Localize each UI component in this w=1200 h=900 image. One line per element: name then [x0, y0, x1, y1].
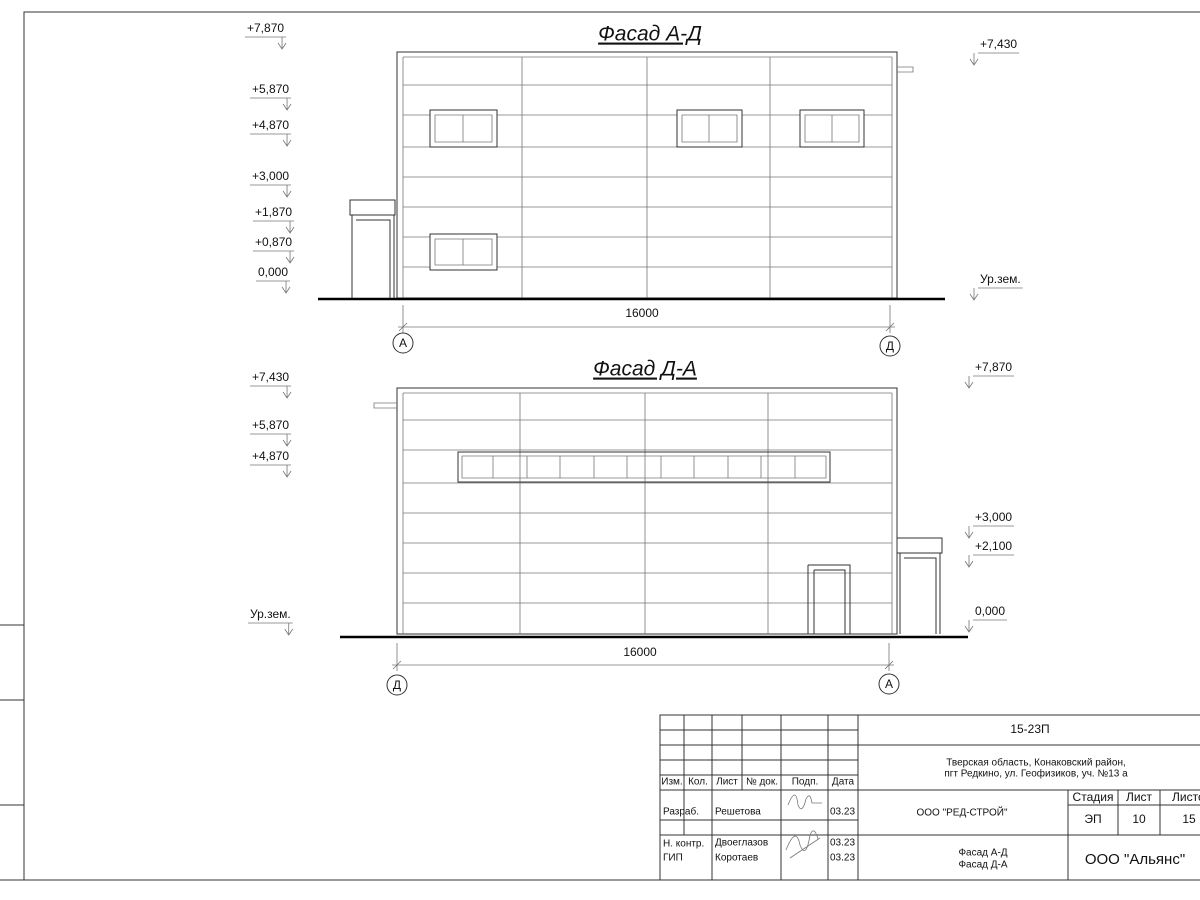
- axis-bubble: [386, 674, 408, 696]
- door: [807, 564, 851, 634]
- level-mark: +7,430: [980, 37, 1017, 51]
- name-cell: Решетова: [715, 807, 761, 818]
- date-cell: 03.23: [830, 807, 855, 818]
- address-line: пгт Редкино, ул. Геофизиков, уч. №13 а: [944, 768, 1128, 780]
- panel-lines: [373, 392, 893, 634]
- facade-d-a: Фасад Д-А 16000 Д А +7,430 +5,870 +4,870…: [248, 358, 1015, 696]
- level-mark: +0,870: [255, 235, 292, 249]
- date-cell: 03.23: [830, 838, 855, 849]
- stage-header: Листов: [1172, 790, 1200, 804]
- panel-lines: [402, 56, 914, 298]
- stage-value: ЭП: [1084, 812, 1101, 826]
- stage-value: 10: [1132, 812, 1146, 826]
- level-mark: +3,000: [252, 169, 289, 183]
- sheet-frame: [23, 11, 1200, 881]
- level-symbol: [248, 622, 294, 636]
- side-stamp: [0, 624, 24, 881]
- role-cell: Разраб.: [663, 806, 699, 818]
- axis-label: А: [885, 677, 893, 691]
- header-cell: № док.: [746, 777, 778, 788]
- level-mark: 0,000: [258, 265, 288, 279]
- building-outline: [396, 387, 898, 635]
- level-symbol: [250, 464, 292, 478]
- stage-header: Лист: [1126, 790, 1153, 804]
- organization: ООО "Альянс": [1085, 851, 1185, 868]
- level-mark: +7,870: [975, 360, 1012, 374]
- stage-header: Стадия: [1073, 790, 1114, 804]
- project-code: 15-23П: [1010, 722, 1049, 736]
- header-cell: Кол.: [688, 777, 708, 788]
- dimension-line: [392, 643, 894, 671]
- level-mark: +1,870: [255, 205, 292, 219]
- level-mark: +5,870: [252, 82, 289, 96]
- stage-value: 15: [1182, 812, 1196, 826]
- level-symbol: [250, 133, 292, 147]
- facade-title: Фасад А-Д: [598, 23, 702, 46]
- level-symbol: [256, 280, 291, 294]
- strip-window: [457, 451, 831, 483]
- level-symbol: [964, 525, 1015, 539]
- dimension-label: 16000: [623, 645, 657, 659]
- sheet-name: Фасад Д-А: [958, 860, 1007, 871]
- level-mark: +7,870: [247, 21, 284, 35]
- facade-a-d: Фасад А-Д 16000 А Д +7,870 +5,870 +4,870…: [245, 21, 1023, 357]
- axis-bubble: [878, 673, 900, 695]
- level-symbol: [253, 250, 295, 264]
- dimension-label: 16000: [625, 306, 659, 320]
- facade-title: Фасад Д-А: [593, 358, 697, 381]
- level-mark: 0,000: [975, 604, 1005, 618]
- axis-bubble: [392, 332, 414, 354]
- level-mark: +4,870: [252, 118, 289, 132]
- level-symbol: [250, 433, 292, 447]
- role-cell: ГИП: [663, 853, 683, 864]
- title-block: 15-23П Тверская область, Конаковский рай…: [659, 714, 1200, 881]
- level-symbol: [964, 375, 1015, 389]
- header-cell: Лист: [716, 777, 738, 788]
- level-mark: +3,000: [975, 510, 1012, 524]
- windows: [429, 109, 865, 271]
- level-symbol: [969, 52, 1020, 66]
- date-cell: 03.23: [830, 853, 855, 864]
- sheet-name: Фасад А-Д: [958, 848, 1007, 859]
- role-cell: Н. контр.: [663, 839, 704, 850]
- header-cell: Подп.: [792, 777, 819, 788]
- level-mark: +5,870: [252, 418, 289, 432]
- header-cell: Дата: [832, 777, 855, 788]
- level-symbol: [250, 97, 292, 111]
- level-symbol: [245, 36, 287, 50]
- axis-label: Д: [393, 678, 401, 692]
- level-mark: Ур.зем.: [980, 272, 1021, 286]
- designer: ООО "РЕД-СТРОЙ": [916, 806, 1008, 819]
- header-cell: Изм.: [661, 777, 682, 788]
- entrance-annex: [349, 199, 396, 298]
- axis-label: А: [399, 336, 407, 350]
- level-symbol: [250, 184, 292, 198]
- level-mark: +2,100: [975, 539, 1012, 553]
- entrance-annex: [897, 537, 943, 634]
- name-cell: Коротаев: [715, 853, 758, 864]
- level-mark: Ур.зем.: [250, 607, 291, 621]
- level-symbol: [250, 385, 292, 399]
- level-symbol: [964, 554, 1015, 568]
- level-symbol: [969, 287, 1023, 301]
- axis-label: Д: [886, 339, 894, 353]
- level-symbol: [964, 619, 1008, 633]
- name-cell: Двоеглазов: [715, 838, 768, 849]
- signature: [785, 794, 822, 859]
- axis-bubble: [879, 335, 901, 357]
- level-symbol: [253, 220, 295, 234]
- dimension-line: [398, 305, 895, 333]
- address-line: Тверская область, Конаковский район,: [946, 757, 1126, 769]
- strip-window-panes: [461, 455, 827, 479]
- level-mark: +4,870: [252, 449, 289, 463]
- level-mark: +7,430: [252, 370, 289, 384]
